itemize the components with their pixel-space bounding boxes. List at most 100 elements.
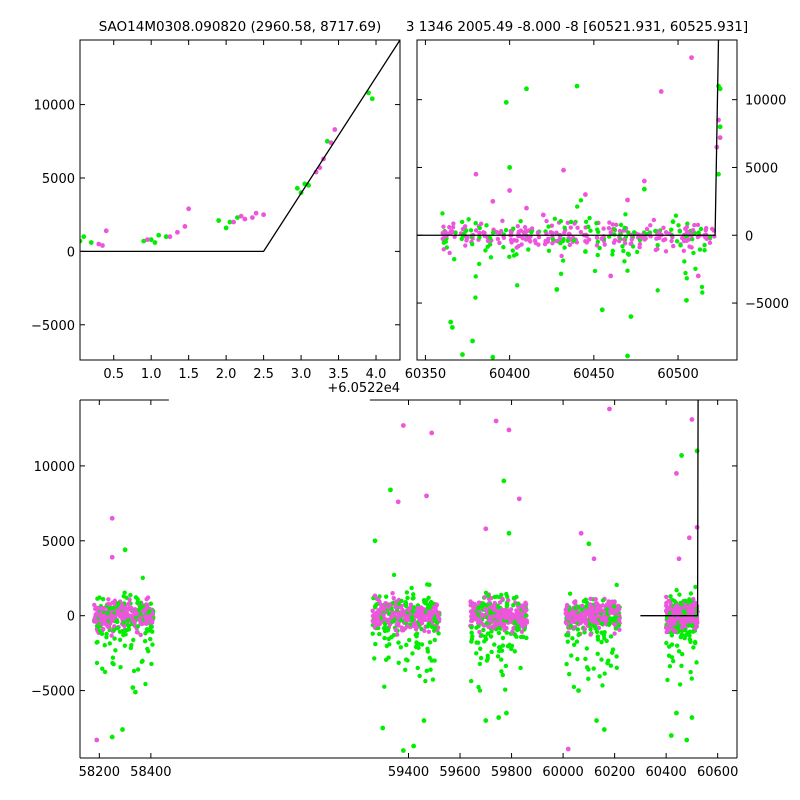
cloud-point bbox=[602, 630, 607, 635]
cloud-point bbox=[132, 620, 137, 625]
cloud-point bbox=[676, 616, 682, 622]
cloud-point bbox=[686, 237, 691, 242]
series-1-point bbox=[145, 237, 150, 243]
cloud-point bbox=[676, 649, 682, 654]
cloud-point bbox=[403, 601, 409, 606]
series-0-point bbox=[294, 185, 300, 191]
cloud-point bbox=[143, 616, 149, 621]
series-0-point bbox=[109, 734, 115, 740]
cloud-point bbox=[610, 252, 615, 257]
series-1-point bbox=[607, 406, 612, 412]
cloud-point bbox=[571, 238, 577, 243]
cloud-point bbox=[507, 254, 512, 260]
cloud-point bbox=[644, 226, 650, 232]
cloud-point bbox=[700, 290, 705, 295]
cloud-point bbox=[588, 627, 593, 632]
cloud-point bbox=[615, 607, 620, 612]
cloud-point bbox=[692, 640, 698, 646]
cloud-point bbox=[608, 230, 613, 235]
cloud-point bbox=[687, 597, 692, 602]
cloud-point bbox=[694, 624, 699, 629]
series-1-point bbox=[507, 188, 513, 193]
cloud-point bbox=[490, 230, 496, 235]
cloud-point bbox=[504, 615, 509, 620]
cloud-point bbox=[501, 245, 506, 250]
series-0-point bbox=[501, 478, 507, 484]
cloud-point bbox=[703, 228, 708, 233]
cloud-point bbox=[511, 226, 516, 231]
cloud-point bbox=[370, 631, 375, 636]
cloud-point bbox=[144, 602, 149, 607]
cloud-point bbox=[148, 636, 153, 642]
cloud-point bbox=[549, 223, 555, 228]
cloud-point bbox=[515, 283, 520, 288]
cloud-point bbox=[492, 608, 498, 613]
cloud-point bbox=[606, 599, 611, 604]
cloud-point bbox=[122, 643, 128, 648]
cloud-point bbox=[121, 594, 126, 599]
cloud-point bbox=[572, 221, 577, 226]
cloud-point bbox=[518, 665, 523, 671]
x-tick-label: 58200 bbox=[79, 765, 120, 780]
cloud-point bbox=[129, 615, 134, 620]
cloud-point bbox=[606, 658, 611, 663]
cloud-point bbox=[393, 627, 399, 633]
cloud-point bbox=[698, 226, 704, 232]
cloud-point bbox=[648, 223, 653, 228]
series-0-point bbox=[503, 99, 509, 105]
cloud-point bbox=[100, 666, 105, 671]
cloud-point bbox=[497, 600, 503, 605]
cloud-point bbox=[375, 622, 381, 628]
cloud-point bbox=[106, 601, 111, 607]
cloud-point bbox=[479, 221, 484, 226]
cloud-point bbox=[118, 606, 123, 611]
cloud-point bbox=[595, 227, 600, 232]
cloud-point bbox=[143, 681, 148, 687]
cloud-point bbox=[478, 646, 483, 651]
cloud-point bbox=[485, 656, 490, 661]
cloud-point bbox=[502, 608, 507, 613]
cloud-point bbox=[416, 612, 421, 617]
cloud-point bbox=[606, 622, 612, 628]
cloud-point bbox=[499, 614, 504, 619]
cloud-point bbox=[390, 590, 395, 596]
cloud-point bbox=[664, 604, 670, 610]
cloud-point bbox=[614, 582, 619, 588]
cloud-point bbox=[564, 611, 570, 616]
cloud-point bbox=[693, 266, 698, 272]
cloud-point bbox=[683, 226, 688, 231]
cloud-point bbox=[689, 245, 694, 250]
cloud-point bbox=[595, 651, 600, 657]
cloud-point bbox=[476, 605, 481, 611]
cloud-point bbox=[396, 601, 402, 607]
cloud-point bbox=[669, 238, 674, 244]
series-1-point bbox=[175, 229, 180, 235]
cloud-point bbox=[558, 240, 563, 246]
cloud-point bbox=[683, 604, 688, 609]
cloud-point bbox=[507, 613, 513, 618]
cloud-point bbox=[574, 639, 580, 644]
cloud-point bbox=[422, 617, 428, 622]
cloud-point bbox=[143, 631, 148, 636]
cloud-point bbox=[459, 236, 464, 242]
cloud-point bbox=[494, 229, 499, 235]
cloud-point bbox=[676, 223, 681, 228]
series-0-point bbox=[586, 541, 592, 547]
cloud-point bbox=[462, 224, 468, 229]
cloud-point bbox=[562, 245, 567, 250]
cloud-point bbox=[430, 677, 436, 682]
cloud-point bbox=[618, 222, 624, 228]
cloud-point bbox=[694, 660, 699, 665]
series-0-point bbox=[504, 710, 509, 716]
cloud-point bbox=[509, 646, 514, 652]
cloud-point bbox=[548, 229, 553, 235]
cloud-point bbox=[405, 624, 410, 629]
cloud-point bbox=[583, 219, 589, 224]
series-0-point bbox=[601, 727, 607, 732]
cloud-point bbox=[407, 607, 412, 612]
cloud-point bbox=[450, 229, 455, 235]
cloud-point bbox=[595, 252, 600, 258]
series-0-point bbox=[216, 218, 222, 223]
cloud-point bbox=[372, 593, 378, 598]
cloud-point bbox=[639, 235, 645, 240]
